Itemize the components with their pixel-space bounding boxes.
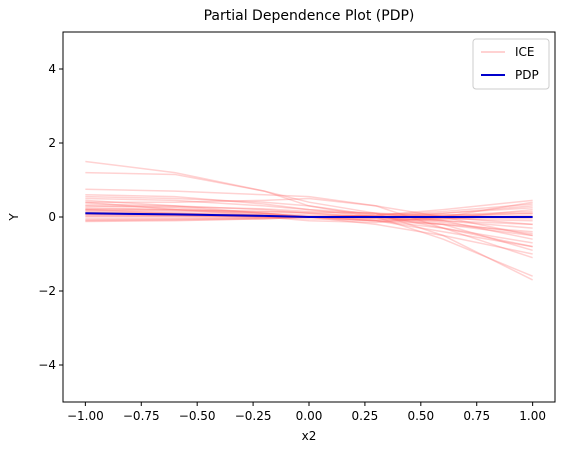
y-tick-label: 0: [48, 210, 56, 224]
y-tick-label: 2: [48, 136, 56, 150]
pdp-line: [85, 212, 533, 218]
x-axis-ticks: −1.00 −0.75 −0.50 −0.25 0.00 0.25 0.50 0.75 1.00: [67, 402, 546, 423]
ice-line-22: [85, 195, 533, 244]
ice-line-25: [85, 209, 533, 220]
legend-pdp-label: PDP: [515, 68, 539, 82]
x-tick-label: −1.00: [67, 409, 104, 423]
ice-line-2: [85, 171, 533, 277]
ice-line-11: [85, 208, 533, 218]
legend-ice-label: ICE: [515, 45, 535, 59]
x-tick-label: −0.50: [179, 409, 216, 423]
x-tick-label: 0.25: [352, 409, 379, 423]
x-tick-label: 0.00: [296, 409, 323, 423]
x-tick-label: −0.75: [123, 409, 160, 423]
ice-line-5: [85, 197, 533, 240]
legend-box: [472, 38, 550, 90]
x-tick-label: −0.25: [235, 409, 272, 423]
x-tick-label: 1.00: [519, 409, 546, 423]
ice-line-30: [85, 208, 533, 235]
x-tick-label: 0.75: [463, 409, 490, 423]
ice-line-1: [85, 160, 533, 281]
y-tick-label: −4: [38, 358, 56, 372]
ice-line-4: [85, 194, 533, 252]
y-tick-label: 4: [48, 62, 56, 76]
x-axis-label: x2: [302, 429, 317, 443]
ice-lines: [85, 160, 533, 281]
pdp-line-group: [85, 212, 533, 218]
y-axis-ticks: −4 −2 0 2 4: [38, 62, 63, 372]
ice-line-8: [85, 203, 533, 229]
x-tick-label: 0.50: [407, 409, 434, 423]
y-axis-label: Y: [7, 213, 21, 222]
chart-title: Partial Dependence Plot (PDP): [204, 8, 415, 24]
y-tick-label: −2: [38, 284, 56, 298]
ice-line-3: [85, 188, 533, 259]
legend: ICE PDP: [472, 38, 550, 90]
